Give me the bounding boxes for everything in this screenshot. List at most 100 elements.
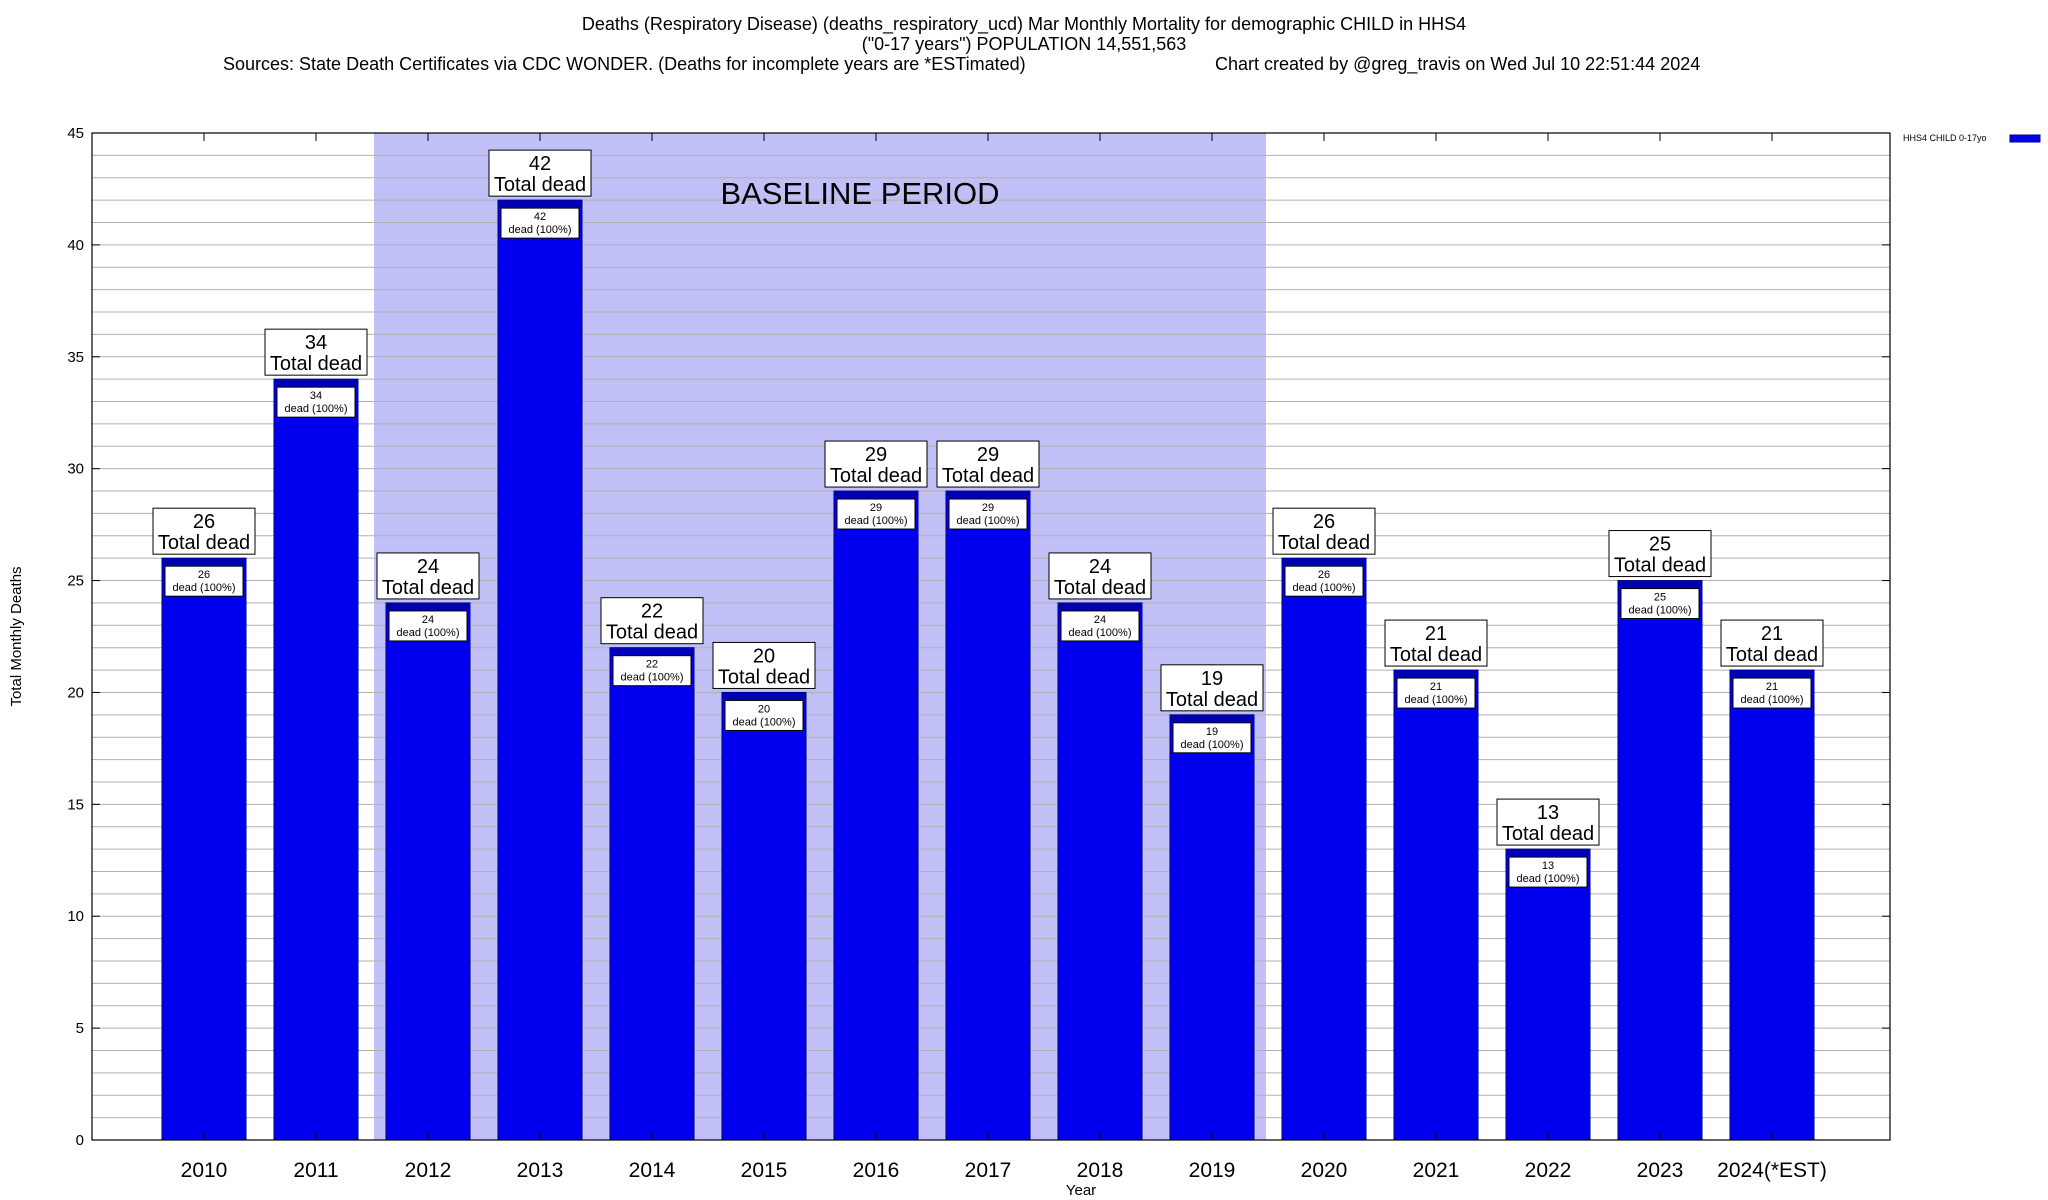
total-label-box xyxy=(600,597,704,645)
total-value-label: 24 xyxy=(1089,556,1111,578)
inner-dead-label: dead (100%) xyxy=(845,515,908,527)
inner-label-box xyxy=(836,498,916,530)
total-value-label: 25 xyxy=(1649,534,1671,556)
x-tick-label: 2010 xyxy=(181,1159,228,1182)
bar xyxy=(1505,848,1591,1141)
x-tick-label: 2021 xyxy=(1413,1159,1460,1182)
bar-cap xyxy=(947,492,1029,499)
bar-cap xyxy=(499,201,581,208)
inner-label-box xyxy=(1508,856,1588,888)
baseline-label: BASELINE PERIOD xyxy=(720,176,999,211)
total-label-box xyxy=(1384,619,1488,667)
total-dead-label: Total dead xyxy=(1054,577,1146,599)
y-tick-label: 20 xyxy=(67,684,84,701)
inner-label-box xyxy=(1060,610,1140,642)
total-dead-label: Total dead xyxy=(158,532,250,554)
inner-value-label: 24 xyxy=(422,614,434,626)
total-value-label: 24 xyxy=(417,556,439,578)
inner-value-label: 29 xyxy=(870,502,882,514)
y-tick-label: 5 xyxy=(76,1020,84,1037)
inner-label-box xyxy=(276,386,356,418)
inner-dead-label: dead (100%) xyxy=(957,515,1020,527)
inner-label-box xyxy=(612,655,692,687)
y-axis-label: Total Monthly Deaths xyxy=(8,566,25,706)
bar-cap xyxy=(611,648,693,655)
total-value-label: 22 xyxy=(641,601,663,623)
inner-dead-label: dead (100%) xyxy=(621,672,684,684)
total-label-box xyxy=(1272,507,1376,555)
total-value-label: 26 xyxy=(193,511,215,533)
total-dead-label: Total dead xyxy=(270,353,362,375)
bar-cap xyxy=(275,380,357,387)
inner-dead-label: dead (100%) xyxy=(397,627,460,639)
total-value-label: 26 xyxy=(1313,511,1335,533)
inner-dead-label: dead (100%) xyxy=(285,403,348,415)
x-tick-label: 2017 xyxy=(965,1159,1012,1182)
x-tick-label: 2024(*EST) xyxy=(1717,1159,1827,1182)
total-value-label: 34 xyxy=(305,332,327,354)
bar xyxy=(1057,602,1143,1141)
inner-label-box xyxy=(388,610,468,642)
y-tick-label: 15 xyxy=(67,796,84,813)
inner-value-label: 42 xyxy=(534,211,546,223)
inner-dead-label: dead (100%) xyxy=(1629,605,1692,617)
inner-value-label: 19 xyxy=(1206,726,1218,738)
inner-dead-label: dead (100%) xyxy=(173,582,236,594)
bar xyxy=(161,557,247,1141)
inner-value-label: 25 xyxy=(1654,592,1666,604)
plot-frame xyxy=(91,132,1891,1141)
legend-swatch xyxy=(2009,134,2041,143)
x-tick-label: 2011 xyxy=(293,1159,338,1182)
y-tick-label: 10 xyxy=(67,908,84,925)
x-tick-label: 2019 xyxy=(1189,1159,1236,1182)
inner-label-box xyxy=(1396,677,1476,709)
chart-subtitle: ("0-17 years") POPULATION 14,551,563 xyxy=(861,34,1187,54)
inner-dead-label: dead (100%) xyxy=(1293,582,1356,594)
total-label-box xyxy=(488,149,592,197)
x-axis-label: Year xyxy=(1066,1182,1096,1199)
total-value-label: 20 xyxy=(753,645,775,667)
total-dead-label: Total dead xyxy=(1166,689,1258,711)
total-label-box xyxy=(1720,619,1824,667)
x-tick-label: 2018 xyxy=(1077,1159,1124,1182)
total-dead-label: Total dead xyxy=(1726,644,1818,666)
inner-dead-label: dead (100%) xyxy=(733,716,796,728)
x-tick-label: 2023 xyxy=(1637,1159,1684,1182)
chart-title: Deaths (Respiratory Disease) (deaths_res… xyxy=(581,14,1467,34)
total-label-box xyxy=(152,507,256,555)
inner-value-label: 20 xyxy=(758,703,770,715)
total-value-label: 29 xyxy=(977,444,999,466)
x-tick-label: 2022 xyxy=(1525,1159,1572,1182)
bar-cap xyxy=(1619,581,1701,588)
total-dead-label: Total dead xyxy=(1390,644,1482,666)
y-tick-label: 40 xyxy=(67,237,84,254)
x-tick-label: 2013 xyxy=(517,1159,564,1182)
total-label-box xyxy=(1496,798,1600,846)
inner-value-label: 13 xyxy=(1542,860,1554,872)
x-tick-label: 2020 xyxy=(1301,1159,1348,1182)
bar xyxy=(497,199,583,1141)
total-value-label: 19 xyxy=(1201,668,1223,690)
bar xyxy=(1729,669,1815,1141)
legend-label: HHS4 CHILD 0-17yo xyxy=(1903,133,1987,143)
inner-value-label: 26 xyxy=(1318,569,1330,581)
inner-value-label: 21 xyxy=(1766,681,1778,693)
inner-label-box xyxy=(948,498,1028,530)
total-value-label: 13 xyxy=(1537,802,1559,824)
inner-dead-label: dead (100%) xyxy=(509,224,572,236)
inner-label-box xyxy=(1284,565,1364,597)
chart-sources: Sources: State Death Certificates via CD… xyxy=(223,54,1026,74)
bar-cap xyxy=(1059,603,1141,610)
inner-dead-label: dead (100%) xyxy=(1741,694,1804,706)
inner-value-label: 22 xyxy=(646,659,658,671)
total-label-box xyxy=(1048,552,1152,600)
inner-label-box xyxy=(500,207,580,239)
x-tick-label: 2014 xyxy=(629,1159,676,1182)
y-tick-label: 25 xyxy=(67,573,84,590)
inner-dead-label: dead (100%) xyxy=(1181,739,1244,751)
inner-dead-label: dead (100%) xyxy=(1405,694,1468,706)
bar-cap xyxy=(1283,559,1365,566)
x-tick-label: 2016 xyxy=(853,1159,900,1182)
inner-value-label: 21 xyxy=(1430,681,1442,693)
